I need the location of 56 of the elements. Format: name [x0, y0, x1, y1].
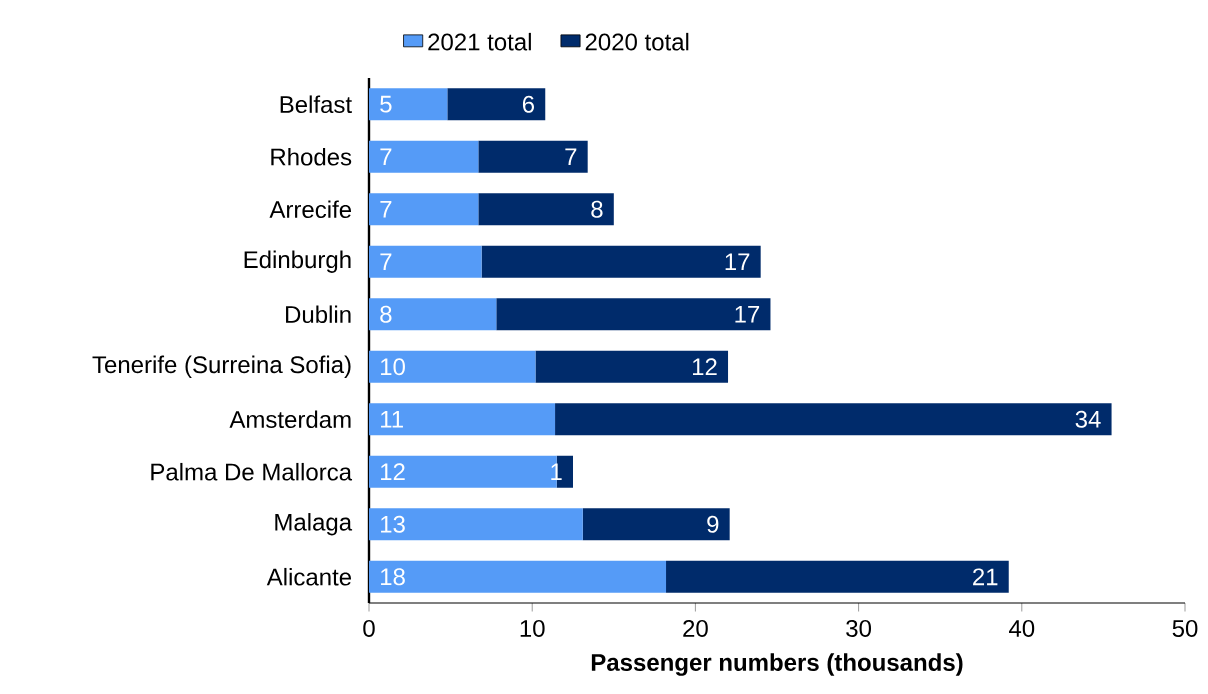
data-label: 12	[693, 358, 717, 376]
bar	[369, 350, 536, 383]
bar	[369, 245, 482, 278]
bar	[535, 350, 729, 383]
y-tick-label: Alicante	[266, 567, 352, 586]
y-tick-label: Arrecife	[269, 200, 352, 219]
bar	[478, 193, 614, 226]
bar	[369, 140, 479, 173]
bar	[369, 193, 479, 226]
bar	[369, 560, 667, 593]
data-label: 7	[380, 253, 392, 270]
data-label: 13	[381, 515, 405, 533]
data-label: 6	[522, 95, 534, 113]
data-label: 12	[381, 463, 405, 481]
x-tick-label: 20	[683, 619, 708, 637]
legend-label: 2021 total	[428, 32, 531, 51]
data-label: 7	[380, 200, 392, 218]
y-tick-label: Dublin	[286, 305, 351, 324]
bar	[481, 245, 761, 278]
y-tick-label: Edinburgh	[244, 250, 351, 273]
data-label: 34	[1075, 410, 1101, 428]
bar	[496, 298, 771, 331]
bar	[369, 508, 583, 541]
data-label: 8	[591, 200, 603, 218]
data-label: 7	[565, 148, 577, 165]
x-axis-title: Passenger numbers (thousands)	[591, 653, 963, 676]
bar	[582, 508, 730, 541]
bar	[447, 88, 546, 121]
bar	[478, 140, 588, 173]
bar	[369, 88, 448, 121]
y-tick-label: Malaga	[275, 513, 353, 536]
data-label: 17	[725, 253, 750, 270]
bar	[369, 403, 556, 436]
y-tick-label: Amsterdam	[229, 410, 351, 429]
x-tick-label: 50	[1172, 619, 1198, 637]
data-label: 9	[707, 515, 719, 533]
x-tick-label: 40	[1009, 619, 1035, 637]
x-tick-label: 0	[363, 619, 375, 637]
legend-label: 2020 total	[585, 32, 689, 51]
data-label: 5	[380, 95, 392, 113]
data-label: 8	[380, 305, 392, 323]
data-label: 17	[735, 306, 760, 323]
data-label: 10	[381, 358, 405, 376]
y-tick-label: Belfast	[280, 95, 352, 114]
x-tick-label: 30	[846, 619, 871, 637]
bar	[666, 560, 1009, 593]
data-label: 21	[973, 568, 998, 586]
y-tick-label: Palma De Mallorca	[151, 462, 353, 481]
bar	[555, 403, 1112, 436]
data-label: 7	[380, 148, 392, 165]
bar	[369, 298, 497, 331]
y-tick-label: Tenerife (Surreina Sofia)	[92, 355, 351, 378]
data-label: 18	[381, 568, 405, 586]
y-tick-label: Rhodes	[271, 147, 352, 166]
x-tick-label: 10	[520, 619, 545, 637]
data-label: 11	[381, 411, 403, 428]
